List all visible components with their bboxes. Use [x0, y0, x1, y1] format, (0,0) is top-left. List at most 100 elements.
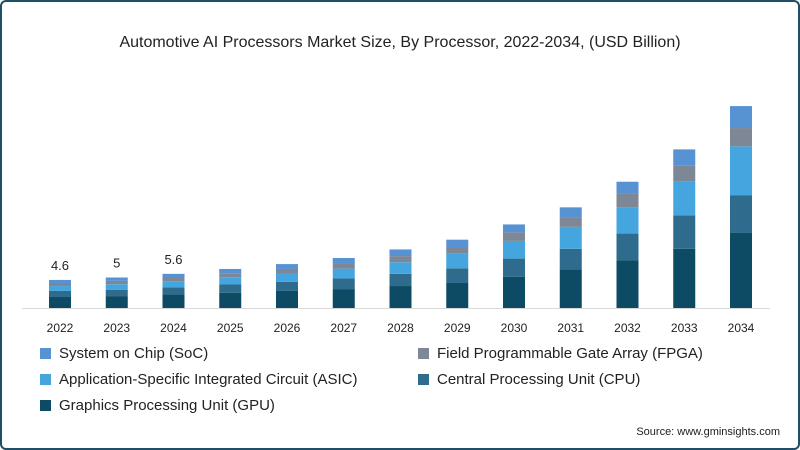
bar-segment-2022	[49, 297, 71, 308]
bar-segment-2026	[276, 268, 298, 274]
legend-label: Field Programmable Gate Array (FPGA)	[437, 345, 703, 362]
bar-segment-2024	[162, 287, 185, 295]
bar-segment-2030	[503, 258, 525, 277]
bar-segment-2028	[389, 262, 412, 274]
x-tick-label: 2034	[728, 321, 755, 335]
bar-segment-2033	[673, 181, 696, 216]
legend-label: System on Chip (SoC)	[59, 345, 209, 362]
bar-segment-2022	[49, 282, 71, 287]
bar-segment-2029	[446, 239, 469, 247]
bar-segment-2025	[219, 273, 242, 278]
bar-segment-2034	[730, 146, 752, 196]
bar-segment-2026	[276, 281, 298, 291]
bar-segment-2023	[105, 284, 128, 290]
bar-segment-2032	[616, 193, 639, 208]
data-label: 5.6	[164, 252, 182, 267]
legend-swatch	[40, 348, 51, 359]
x-tick-label: 2028	[387, 321, 414, 335]
x-tick-label: 2026	[274, 321, 301, 335]
bar-segment-2027	[332, 268, 355, 279]
legend-swatch	[40, 400, 51, 411]
bar-segment-2031	[559, 207, 582, 218]
bar-segment-2029	[446, 247, 469, 254]
bar-segment-2032	[616, 233, 639, 261]
data-label: 4.6	[51, 258, 69, 273]
legend-swatch	[40, 374, 51, 385]
bar-segment-2034	[730, 106, 752, 129]
bar-segment-2032	[616, 181, 639, 194]
bar-segment-2027	[332, 278, 355, 290]
x-tick-label: 2031	[557, 321, 584, 335]
bar-segment-2026	[276, 273, 298, 282]
x-tick-label: 2029	[444, 321, 471, 335]
bar-segment-2022	[49, 290, 71, 298]
bar-segment-2023	[105, 280, 128, 285]
bar-segment-2028	[389, 249, 412, 257]
bar-segment-2023	[105, 296, 128, 308]
bar-segment-2024	[162, 281, 185, 288]
x-tick-label: 2027	[330, 321, 357, 335]
legend-item-gpu: Graphics Processing Unit (GPU)	[40, 397, 275, 414]
bar-segment-2033	[673, 165, 696, 182]
bar-segment-2032	[616, 260, 639, 308]
bar-segment-2031	[559, 217, 582, 227]
source-note: Source: www.gminsights.com	[636, 426, 780, 438]
bar-segment-2031	[559, 269, 582, 308]
bar-segment-2024	[162, 294, 185, 308]
bar-segment-2022	[49, 279, 71, 283]
legend-item-soc: System on Chip (SoC)	[40, 345, 208, 362]
bar-segment-2034	[730, 232, 752, 308]
bar-segment-2023	[105, 289, 128, 297]
bar-segment-2022	[49, 286, 71, 291]
legend-swatch	[418, 374, 429, 385]
bar-segment-2033	[673, 215, 696, 249]
legend-item-cpu: Central Processing Unit (CPU)	[418, 371, 640, 388]
bar-segment-2028	[389, 286, 412, 308]
bar-segment-2029	[446, 268, 469, 283]
bar-segment-2024	[162, 273, 185, 278]
bar-segment-2025	[219, 292, 242, 308]
bar-segment-2027	[332, 263, 355, 269]
x-tick-label: 2023	[103, 321, 130, 335]
bar-segment-2034	[730, 195, 752, 233]
x-tick-label: 2030	[501, 321, 528, 335]
bar-segment-2025	[219, 277, 242, 285]
bar-segment-2030	[503, 276, 525, 308]
bar-segment-2031	[559, 248, 582, 270]
x-tick-label: 2032	[614, 321, 641, 335]
legend-item-fpga: Field Programmable Gate Array (FPGA)	[418, 345, 703, 362]
legend-label: Graphics Processing Unit (GPU)	[59, 397, 275, 414]
bar-segment-2030	[503, 240, 525, 259]
bar-segment-2027	[332, 289, 355, 308]
bar-segment-2029	[446, 282, 469, 308]
legend-swatch	[418, 348, 429, 359]
bar-segment-2033	[673, 149, 696, 166]
bar-segment-2034	[730, 128, 752, 147]
x-tick-label: 2024	[160, 321, 187, 335]
bar-segment-2029	[446, 253, 469, 269]
bar-segment-2028	[389, 256, 412, 263]
legend-item-asic: Application-Specific Integrated Circuit …	[40, 371, 357, 388]
bar-segment-2027	[332, 257, 355, 264]
x-tick-label: 2033	[671, 321, 698, 335]
bar-segment-2026	[276, 290, 298, 308]
bar-segment-2025	[219, 284, 242, 293]
bar-segment-2033	[673, 248, 696, 308]
bar-segment-2032	[616, 207, 639, 234]
chart-title: Automotive AI Processors Market Size, By…	[119, 34, 681, 51]
bar-segment-2030	[503, 232, 525, 241]
bar-segment-2026	[276, 264, 298, 269]
bar-segment-2025	[219, 268, 242, 274]
x-tick-label: 2022	[47, 321, 74, 335]
legend-label: Central Processing Unit (CPU)	[437, 371, 641, 388]
x-tick-label: 2025	[217, 321, 244, 335]
bar-segment-2024	[162, 277, 185, 282]
bar-segment-2031	[559, 226, 582, 249]
bar-segment-2028	[389, 273, 412, 287]
bar-segment-2023	[105, 277, 128, 281]
bar-segment-2030	[503, 224, 525, 233]
legend-label: Application-Specific Integrated Circuit …	[59, 371, 358, 388]
data-label: 5	[113, 256, 120, 271]
